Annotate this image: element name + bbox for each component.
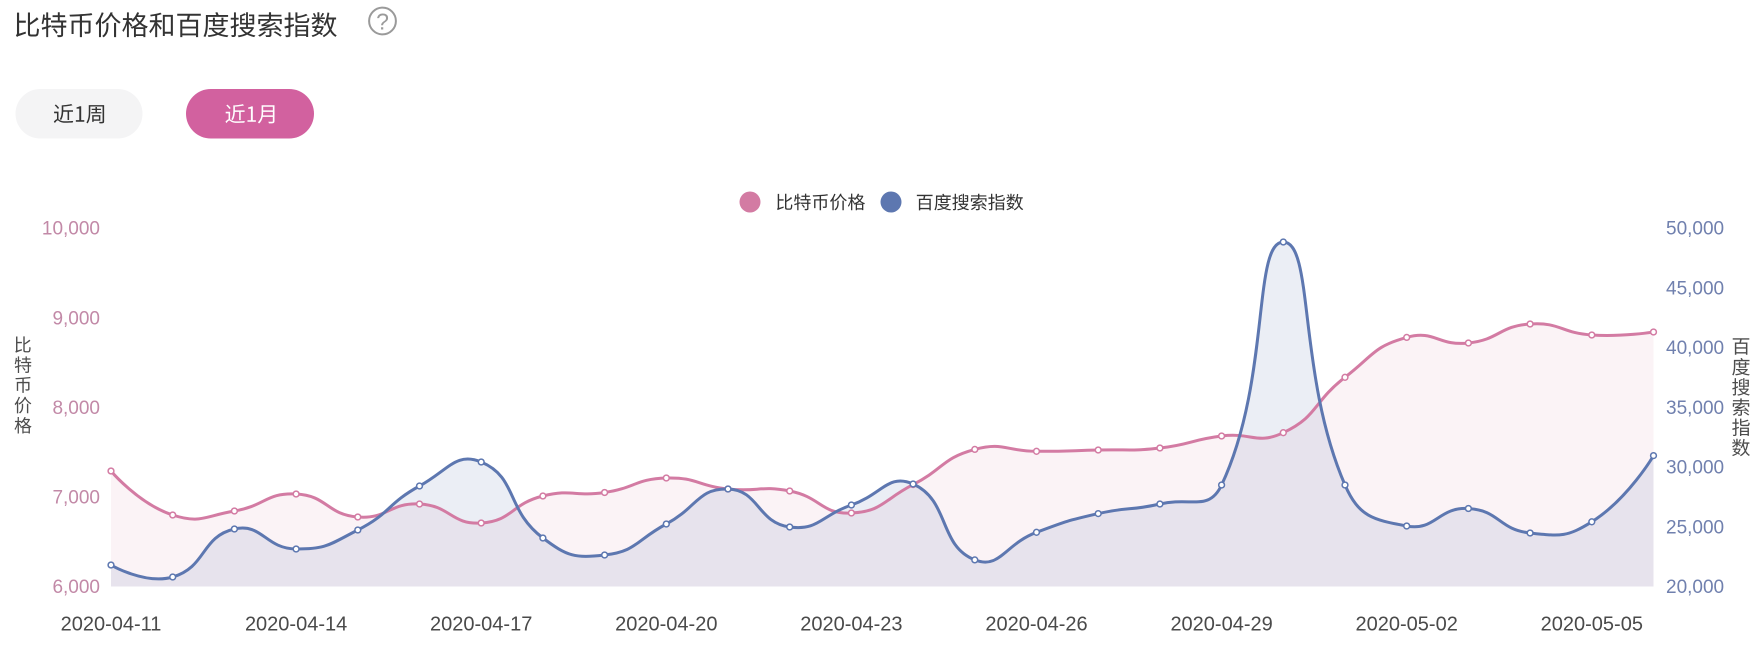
- svg-text:50,000: 50,000: [1666, 219, 1724, 240]
- svg-text:2020-04-20: 2020-04-20: [615, 614, 717, 636]
- svg-text:2020-04-23: 2020-04-23: [800, 614, 902, 636]
- svg-text:20,000: 20,000: [1666, 577, 1724, 598]
- svg-text:9,000: 9,000: [52, 308, 100, 329]
- svg-text:8,000: 8,000: [52, 398, 100, 419]
- svg-text:35,000: 35,000: [1666, 398, 1724, 419]
- svg-text:7,000: 7,000: [52, 488, 100, 509]
- svg-text:2020-04-17: 2020-04-17: [430, 614, 532, 636]
- svg-text:40,000: 40,000: [1666, 338, 1724, 359]
- svg-text:2020-04-14: 2020-04-14: [245, 614, 347, 636]
- svg-text:10,000: 10,000: [42, 219, 100, 240]
- svg-text:2020-04-29: 2020-04-29: [1170, 614, 1272, 636]
- svg-text:?: ?: [376, 8, 389, 34]
- svg-text:25,000: 25,000: [1666, 517, 1724, 538]
- svg-text:2020-05-02: 2020-05-02: [1356, 614, 1458, 636]
- svg-text:30,000: 30,000: [1666, 458, 1724, 479]
- svg-text:45,000: 45,000: [1666, 278, 1724, 299]
- svg-text:6,000: 6,000: [52, 577, 100, 598]
- svg-text:2020-05-05: 2020-05-05: [1541, 614, 1643, 636]
- svg-text:2020-04-26: 2020-04-26: [985, 614, 1087, 636]
- svg-text:2020-04-11: 2020-04-11: [61, 614, 162, 636]
